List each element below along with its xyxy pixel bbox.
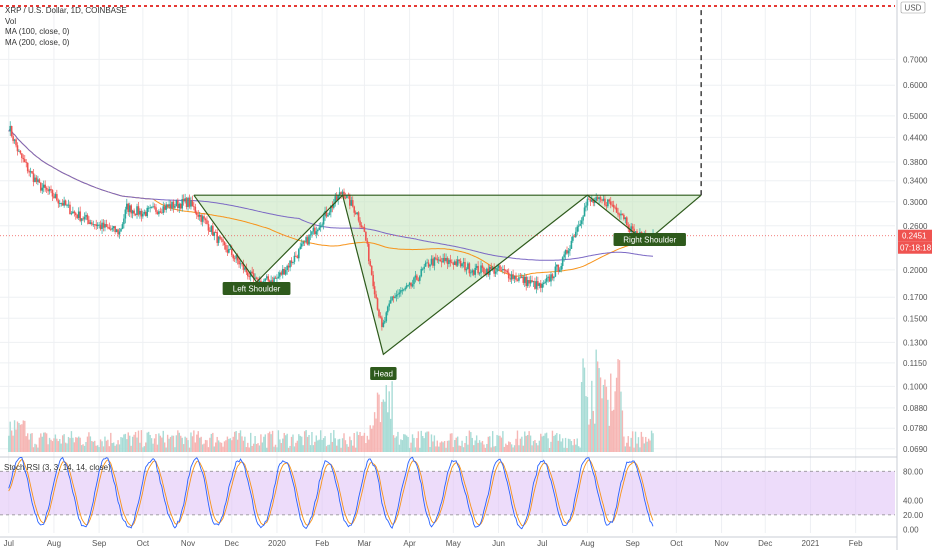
moving-averages <box>8 127 654 277</box>
price-tick-label: 0.0780 <box>903 424 928 433</box>
date-tick-label: Feb <box>849 539 863 548</box>
price-tick-label: 0.1150 <box>903 359 927 368</box>
chart-legend: XRP / U.S. Dollar, 1D, COINBASE Vol MA (… <box>5 6 127 48</box>
date-tick-label: 2020 <box>268 539 286 548</box>
label-right-shoulder: Right Shoulder <box>613 233 686 246</box>
ma200-line <box>8 127 654 261</box>
date-tick-label: Sep <box>92 539 107 548</box>
price-tick-label: 0.1700 <box>903 293 928 302</box>
chart-title: XRP / U.S. Dollar, 1D, COINBASE <box>5 6 127 15</box>
svg-text:Head: Head <box>374 370 393 379</box>
date-tick-label: Dec <box>758 539 772 548</box>
date-tick-label: Dec <box>225 539 239 548</box>
rsi-tick-label: 40.00 <box>903 496 924 505</box>
rsi-legend: Stoch RSI (3, 3, 14, 14, close) <box>4 463 111 472</box>
rsi-k-line <box>8 456 654 530</box>
price-tick-label: 0.1500 <box>903 314 928 323</box>
indicator-ma200: MA (200, close, 0) <box>5 37 70 47</box>
price-tick-label: 0.0880 <box>903 404 928 413</box>
date-tick-label: Jul <box>4 539 14 548</box>
label-left-shoulder: Left Shoulder <box>222 282 291 295</box>
price-tick-label: 0.4400 <box>903 133 928 142</box>
rsi-tick-label: 80.00 <box>903 467 924 476</box>
date-tick-label: Feb <box>315 539 329 548</box>
date-tick-label: Oct <box>137 539 150 548</box>
price-tick-label: 0.1300 <box>903 338 928 347</box>
date-tick-label: Aug <box>47 539 61 548</box>
axes: 0.7000 0.6000 0.5000 0.4400 0.3800 0.3400 0.30… <box>4 0 932 550</box>
label-head: Head <box>370 367 397 380</box>
svg-text:Right Shoulder: Right Shoulder <box>623 236 676 245</box>
date-tick-label: Sep <box>626 539 641 548</box>
indicator-vol: Vol <box>5 16 17 26</box>
date-tick-label: Nov <box>714 539 728 548</box>
price-tick-label: 0.2000 <box>903 266 928 275</box>
date-tick-label: 2021 <box>802 539 820 548</box>
price-tick-label: 0.2600 <box>903 222 928 231</box>
price-tick-label: 0.6000 <box>903 81 928 90</box>
head-shoulders-pattern <box>193 195 702 355</box>
volume-bars <box>8 349 654 452</box>
rsi-tick-label: 20.00 <box>903 511 924 520</box>
price-tick-label: 0.5000 <box>903 112 928 121</box>
indicator-ma100: MA (100, close, 0) <box>5 27 70 36</box>
date-tick-label: Mar <box>358 539 372 548</box>
price-tick-label: 0.0690 <box>903 445 928 454</box>
price-tick-label: 0.3000 <box>903 198 928 207</box>
svg-text:Left Shoulder: Left Shoulder <box>233 285 281 294</box>
price-tick-label: 0.3800 <box>903 158 928 167</box>
price-tick-label: 0.1000 <box>903 382 928 391</box>
price-tick-label: 0.3400 <box>903 177 928 186</box>
currency-badge <box>900 1 926 14</box>
stoch-rsi-pane <box>0 456 895 530</box>
date-tick-label: Jul <box>537 539 547 548</box>
current-price-label: 0.2451 <box>902 232 927 241</box>
date-tick-label: Apr <box>403 539 416 548</box>
date-tick-label: Nov <box>181 539 195 548</box>
date-tick-label: May <box>446 539 461 548</box>
price-tick-label: 0.7000 <box>903 55 928 64</box>
currency-label: USD <box>905 4 922 13</box>
rsi-tick-label: 0.00 <box>903 525 919 534</box>
price-tag <box>898 229 932 242</box>
date-tick-label: Jun <box>492 539 505 548</box>
pattern-labels: Left Shoulder Head Right Shoulder <box>222 233 686 380</box>
countdown-tag <box>898 241 932 254</box>
date-tick-label: Aug <box>580 539 594 548</box>
countdown-label: 07:18:18 <box>900 244 932 253</box>
rsi-band <box>0 471 895 515</box>
date-tick-label: Oct <box>670 539 683 548</box>
